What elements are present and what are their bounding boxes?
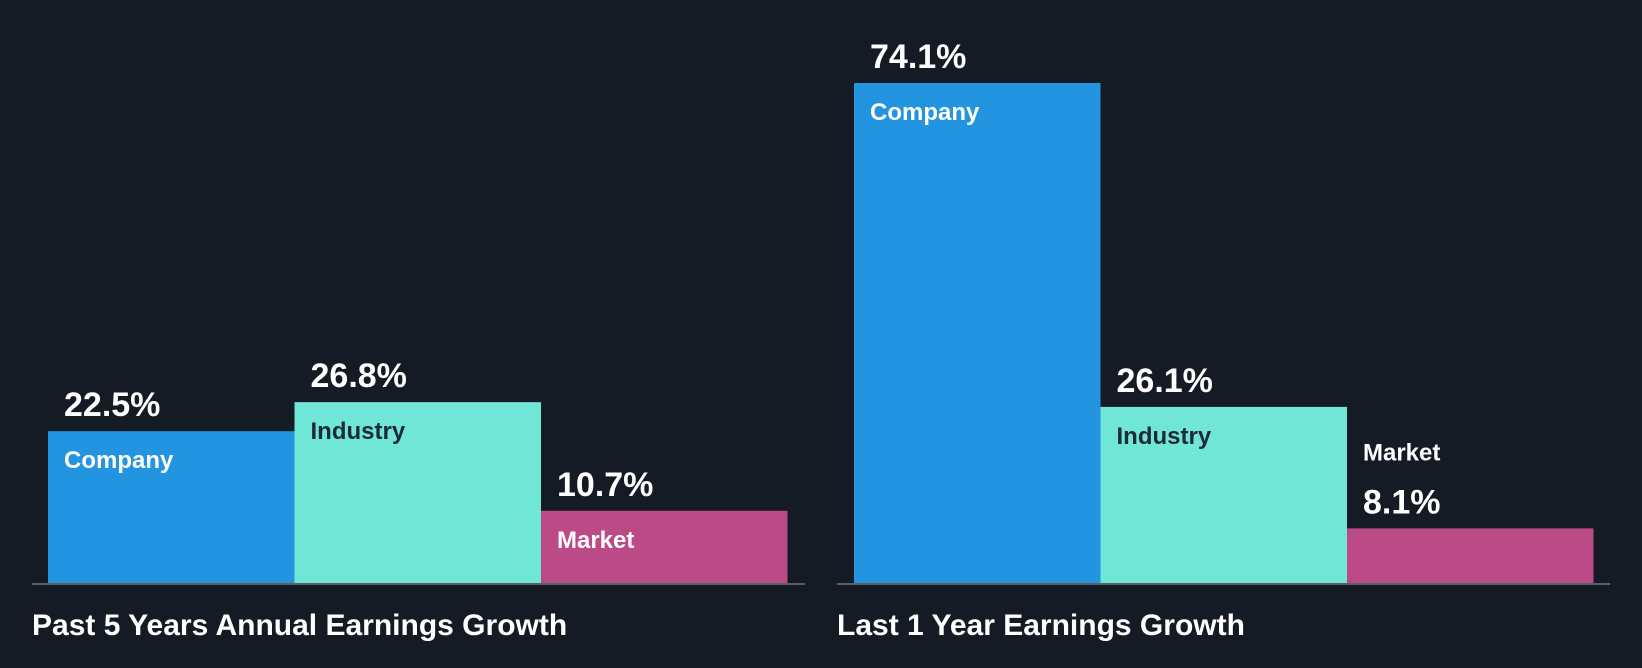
past-5-years-industry-value: 26.8% [311,357,407,395]
last-1-year-company-bar [854,83,1101,583]
last-1-year-industry-value: 26.1% [1117,362,1213,400]
past-5-years-market-label: Market [557,527,634,554]
last-1-year-company-label: Company [870,99,980,126]
past-5-years-industry-bar [294,402,541,583]
past-5-years-title: Past 5 Years Annual Earnings Growth [32,609,567,642]
past-5-years-company-bar [48,431,295,583]
last-1-year-company-value: 74.1% [870,38,966,76]
past-5-years-industry-label: Industry [311,418,406,445]
past-5-years-company-value: 22.5% [64,386,160,424]
last-1-year-panel: 74.1% Company 26.1% Industry 8.1% Market [837,38,1610,585]
last-1-year-industry-label: Industry [1117,423,1212,450]
last-1-year-industry-bar [1100,406,1347,583]
last-1-year-market-label: Market [1363,439,1440,466]
last-1-year-title: Last 1 Year Earnings Growth [837,609,1245,642]
last-1-year-market-bar [1347,528,1594,583]
past-5-years-market-bar [541,510,788,583]
last-1-year-market-value: 8.1% [1363,483,1441,521]
past-5-years-company-label: Company [64,447,174,474]
past-5-years-market-value: 10.7% [557,466,653,504]
past-5-years-panel: 22.5% Company 26.8% Industry 10.7% Market [32,357,805,585]
